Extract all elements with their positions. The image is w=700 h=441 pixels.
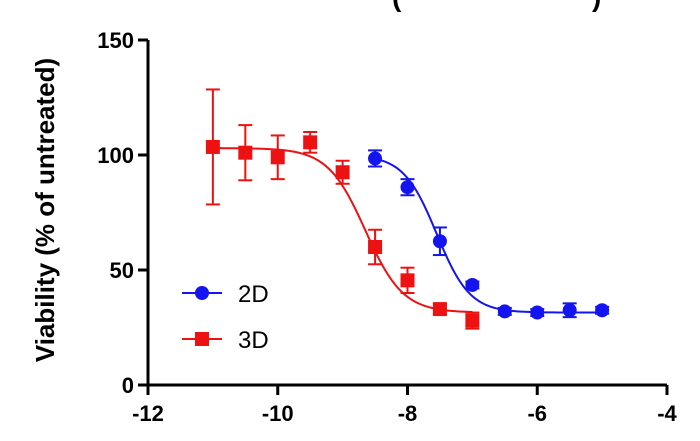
- data-point-3D: [205, 139, 220, 154]
- axes: 0 50 100 150 -12 -10 -8 -6 -4: [97, 28, 677, 426]
- x-tick-label: -10: [262, 401, 294, 426]
- y-tick-label: 0: [122, 373, 134, 398]
- x-tick-label: -12: [132, 401, 164, 426]
- legend-marker-2D: [195, 286, 209, 300]
- legend-label-3D: 3D: [238, 327, 269, 354]
- data-point-2D: [400, 180, 415, 195]
- data-point-3D: [432, 302, 447, 317]
- y-tick-label: 150: [97, 28, 134, 53]
- x-tick-label: -4: [657, 401, 677, 426]
- data-point-3D: [368, 240, 383, 254]
- data-point-2D: [432, 234, 447, 249]
- data-point-3D: [303, 135, 318, 150]
- chart-title-fragment-close: ): [592, 0, 601, 12]
- x-tick-label: -8: [398, 401, 418, 426]
- legend: 2D 3D: [182, 281, 269, 354]
- y-tick-label: 100: [97, 143, 134, 168]
- data-point-3D: [335, 165, 350, 180]
- data-point-2D: [465, 277, 480, 292]
- data-markers: [205, 135, 610, 328]
- fit-curve-3D: [212, 147, 473, 313]
- data-point-2D: [595, 303, 610, 318]
- y-tick-label: 50: [110, 258, 134, 283]
- data-point-2D: [497, 304, 512, 319]
- y-axis-title: Viability (% of untreated): [30, 58, 60, 362]
- data-point-3D: [465, 313, 480, 328]
- legend-marker-3D: [195, 332, 209, 346]
- data-point-2D: [562, 303, 577, 318]
- data-point-2D: [530, 305, 545, 320]
- data-point-3D: [270, 150, 285, 165]
- data-point-2D: [368, 151, 383, 166]
- legend-label-2D: 2D: [238, 281, 269, 308]
- data-point-3D: [400, 273, 415, 288]
- x-tick-label: -6: [527, 401, 547, 426]
- data-point-3D: [238, 145, 253, 160]
- chart-title-fragment-open: (: [392, 0, 402, 12]
